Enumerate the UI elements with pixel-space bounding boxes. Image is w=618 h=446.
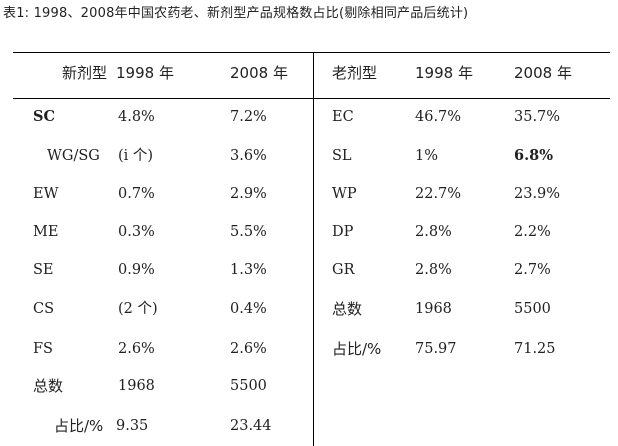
- left-row-6-2008: 0.4%: [230, 301, 267, 317]
- right-row-4-2008: 2.2%: [514, 224, 551, 240]
- left-header-1998: 1998 年: [116, 64, 174, 82]
- left-row-6-type: CS: [33, 301, 55, 317]
- left-row-2-1998: (i 个): [118, 148, 154, 164]
- left-row-4-1998: 0.3%: [118, 224, 155, 240]
- left-ratio-label: 占比/%: [54, 417, 104, 435]
- left-row-7-2008: 2.6%: [230, 341, 267, 357]
- left-ratio-1998: 9.35: [116, 418, 149, 434]
- left-total-2008: 5500: [230, 378, 267, 394]
- right-ratio-2008: 71.25: [514, 341, 556, 357]
- right-row-3-type: WP: [332, 186, 357, 202]
- right-total-1998: 1968: [415, 301, 452, 317]
- left-row-3-2008: 2.9%: [230, 186, 267, 202]
- right-header-2008: 2008 年: [514, 64, 572, 82]
- left-row-7-1998: 2.6%: [118, 341, 155, 357]
- left-header-2008: 2008 年: [230, 64, 288, 82]
- right-total-2008: 5500: [514, 301, 551, 317]
- right-row-1-type: EC: [332, 109, 354, 125]
- left-row-7-type: FS: [33, 341, 53, 357]
- right-ratio-label: 占比/%: [332, 340, 382, 358]
- right-row-2-2008: 6.8%: [514, 147, 554, 164]
- left-ratio-2008: 23.44: [230, 418, 272, 434]
- left-row-5-1998: 0.9%: [118, 262, 155, 278]
- right-ratio-1998: 75.97: [415, 341, 457, 357]
- right-total-label: 总数: [332, 300, 363, 318]
- left-row-2-2008: 3.6%: [230, 148, 267, 164]
- right-row-5-2008: 2.7%: [514, 262, 551, 278]
- right-row-3-1998: 22.7%: [415, 186, 462, 202]
- center-divider: [313, 52, 314, 446]
- right-header-1998: 1998 年: [415, 64, 473, 82]
- right-row-5-1998: 2.8%: [415, 262, 452, 278]
- right-row-3-2008: 23.9%: [514, 186, 561, 202]
- left-total-label: 总数: [33, 377, 64, 395]
- header-rule: [13, 98, 610, 99]
- left-row-5-2008: 1.3%: [230, 262, 267, 278]
- left-total-1998: 1968: [118, 378, 155, 394]
- left-row-4-type: ME: [33, 224, 59, 240]
- right-row-1-2008: 35.7%: [514, 109, 561, 125]
- left-row-2-type: WG/SG: [47, 148, 100, 164]
- right-row-2-1998: 1%: [415, 148, 439, 164]
- left-row-5-type: SE: [33, 262, 54, 278]
- left-row-3-1998: 0.7%: [118, 186, 155, 202]
- left-row-6-1998: (2 个): [118, 301, 158, 317]
- left-row-1-type: SC: [33, 108, 56, 125]
- table-caption: 表1: 1998、2008年中国农药老、新剂型产品规格数占比(剔除相同产品后统计…: [3, 6, 469, 21]
- top-rule: [13, 52, 610, 53]
- left-row-1-1998: 4.8%: [118, 109, 155, 125]
- right-row-4-type: DP: [332, 224, 354, 240]
- right-header-type: 老剂型: [332, 64, 378, 82]
- right-row-4-1998: 2.8%: [415, 224, 452, 240]
- left-row-4-2008: 5.5%: [230, 224, 267, 240]
- left-header-type: 新剂型: [62, 64, 108, 82]
- left-row-1-2008: 7.2%: [230, 109, 267, 125]
- right-row-5-type: GR: [332, 262, 355, 278]
- right-row-1-1998: 46.7%: [415, 109, 462, 125]
- left-row-3-type: EW: [33, 186, 59, 202]
- right-row-2-type: SL: [332, 148, 352, 164]
